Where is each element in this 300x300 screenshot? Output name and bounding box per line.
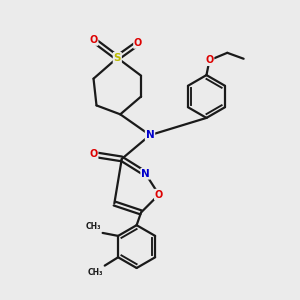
Text: N: N (141, 169, 150, 179)
Text: O: O (89, 35, 98, 45)
Text: O: O (205, 55, 214, 65)
Text: CH₃: CH₃ (88, 268, 103, 277)
Text: S: S (114, 53, 121, 63)
Text: N: N (146, 130, 154, 140)
Text: CH₃: CH₃ (86, 222, 101, 231)
Text: O: O (89, 149, 98, 160)
Text: O: O (134, 38, 142, 48)
Text: O: O (155, 190, 163, 200)
